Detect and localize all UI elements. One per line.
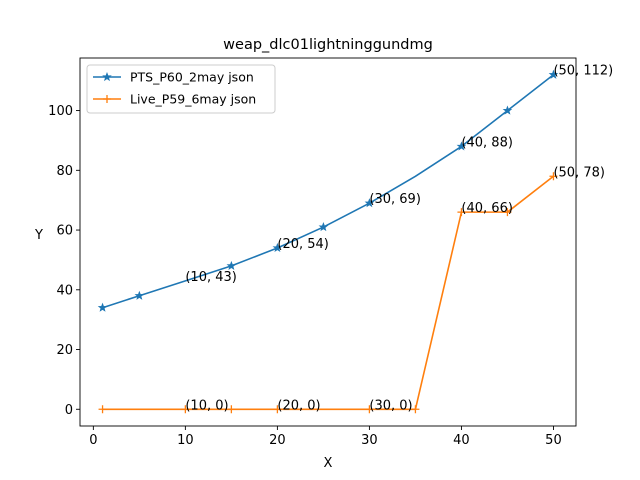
series-0-point-40 — [456, 141, 467, 151]
data-label-6: (20, 0) — [277, 398, 320, 413]
series-1-point-50 — [549, 172, 558, 181]
plot-area: (10, 43) (20, 54) (30, 69) (40, 88) (50, 112… — [48, 57, 613, 448]
x-tick-label-50: 50 — [545, 433, 562, 448]
series-1-point-30 — [365, 405, 374, 414]
chart-title: weap_dlc01lightninggundmg — [223, 37, 433, 53]
series-1-point-20 — [273, 405, 282, 414]
series-1-point-1 — [98, 405, 107, 414]
y-tick-label-80: 80 — [56, 164, 73, 179]
x-tick-label-40: 40 — [453, 433, 470, 448]
x-tick-label-0: 0 — [89, 433, 97, 448]
axes-frame — [79, 57, 577, 427]
x-axis-label: X — [324, 456, 333, 471]
data-label-3: (40, 88) — [461, 135, 513, 150]
series-0-point-20 — [272, 242, 283, 253]
series-0-point-1 — [97, 302, 108, 312]
series-1-point-15 — [227, 405, 236, 414]
data-label-2: (30, 69) — [369, 192, 421, 207]
series-1-point-35 — [411, 405, 420, 414]
data-label-8: (40, 66) — [461, 201, 513, 216]
series-0-point-5 — [134, 290, 145, 300]
series-0-point-45 — [502, 105, 513, 115]
series-0-point-25 — [318, 222, 329, 232]
legend-marker-1 — [103, 95, 111, 103]
legend-label-1: Live_P59_6may json — [130, 92, 256, 107]
data-label-5: (10, 0) — [185, 398, 228, 413]
y-tick-label-40: 40 — [56, 283, 73, 298]
series-1-point-10 — [181, 405, 190, 414]
series-0-point-30 — [364, 198, 375, 208]
data-label-0: (10, 43) — [185, 270, 237, 285]
legend-label-0: PTS_P60_2may json — [130, 70, 254, 85]
series-1-point-40 — [457, 208, 466, 217]
y-tick-label-100: 100 — [48, 104, 73, 119]
series-0-point-15 — [226, 260, 237, 270]
data-label-1: (20, 54) — [277, 237, 329, 252]
y-tick-label-20: 20 — [56, 343, 73, 358]
legend: PTS_P60_2may json Live_P59_6may json — [86, 64, 276, 114]
x-tick-label-10: 10 — [177, 433, 194, 448]
series-1-point-45 — [503, 208, 512, 217]
x-tick-label-30: 30 — [361, 433, 378, 448]
data-label-7: (30, 0) — [369, 398, 412, 413]
legend-box — [86, 64, 276, 114]
y-tick-label-0: 0 — [65, 403, 73, 418]
y-tick-label-60: 60 — [56, 224, 73, 239]
x-tick-label-20: 20 — [269, 433, 286, 448]
legend-marker-0 — [102, 71, 112, 82]
data-label-4: (50, 112) — [553, 64, 613, 79]
y-axis-label: Y — [34, 228, 43, 243]
series-0-point-50 — [548, 69, 559, 79]
data-label-9: (50, 78) — [553, 165, 605, 180]
